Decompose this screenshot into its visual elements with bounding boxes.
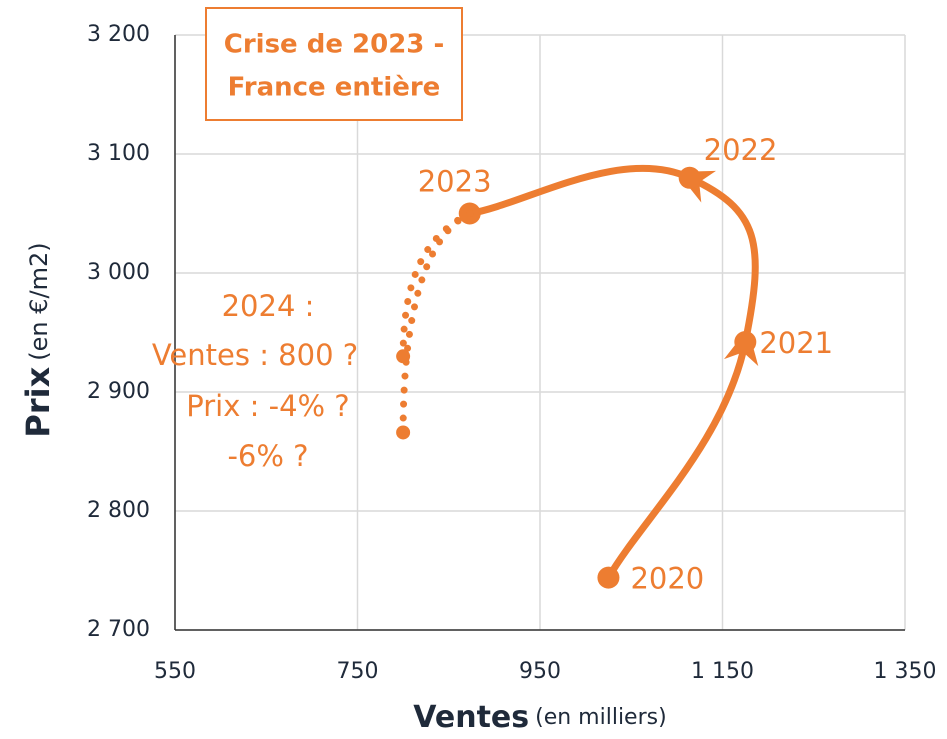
chart-title: France entière — [228, 73, 441, 103]
x-axis-label: Ventes (en milliers) — [413, 700, 666, 735]
annotation: Prix : -4% ? — [186, 389, 349, 423]
y-tick-label: 3 000 — [87, 260, 150, 285]
x-label-unit: (en milliers) — [535, 705, 667, 730]
y-tick-label: 2 900 — [87, 379, 150, 404]
point-label: 2022 — [704, 133, 778, 167]
y-tick-label: 3 200 — [87, 22, 150, 47]
point-label: 2020 — [630, 562, 704, 596]
title-box — [205, 7, 463, 121]
chart-title: Crise de 2023 - — [224, 30, 444, 60]
annotation: 2024 : — [222, 289, 315, 323]
x-tick-label: 950 — [519, 659, 561, 684]
x-label: Ventes — [413, 700, 529, 735]
point-label: 2023 — [418, 165, 492, 199]
projection-line — [399, 210, 474, 436]
trajectory-line — [466, 164, 759, 582]
y-axis-label: Prix (en €/m2) — [19, 242, 57, 437]
x-tick-label: 750 — [337, 659, 379, 684]
point-label: 2021 — [759, 326, 833, 360]
point — [678, 166, 701, 189]
point — [396, 425, 411, 440]
x-tick-label: 550 — [154, 659, 196, 684]
annotation: Ventes : 800 ? — [152, 338, 358, 372]
point — [734, 331, 757, 354]
y-tick-label: 2 700 — [87, 617, 150, 642]
y-label-unit: (en €/m2) — [25, 242, 53, 360]
y-tick-label: 3 100 — [87, 141, 150, 166]
annotation: -6% ? — [227, 439, 308, 473]
x-tick-label: 1 150 — [691, 659, 754, 684]
projection-line — [399, 210, 474, 360]
y-label: Prix — [19, 366, 57, 437]
point — [597, 566, 620, 589]
y-tick-label: 2 800 — [87, 498, 150, 523]
x-tick-label: 1 350 — [874, 659, 937, 684]
